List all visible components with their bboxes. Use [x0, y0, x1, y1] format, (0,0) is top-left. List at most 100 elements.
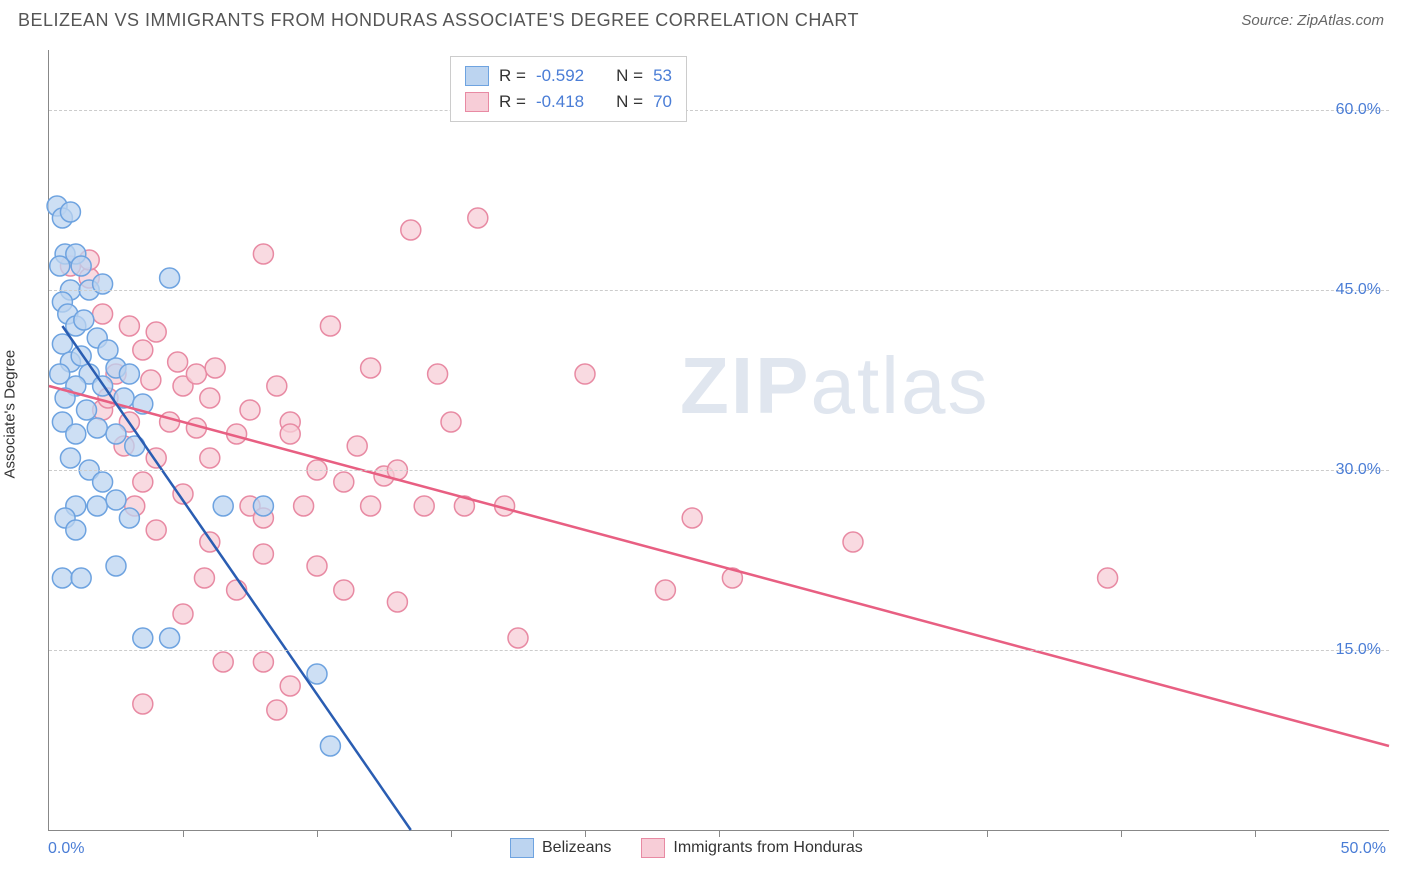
x-tick-mark — [1255, 830, 1256, 837]
x-tick-mark — [317, 830, 318, 837]
legend-item-pink: Immigrants from Honduras — [641, 838, 862, 858]
data-point — [186, 364, 206, 384]
x-tick-mark — [987, 830, 988, 837]
x-tick-mark — [451, 830, 452, 837]
data-point — [334, 580, 354, 600]
data-point — [71, 568, 91, 588]
data-point — [66, 520, 86, 540]
data-point — [307, 556, 327, 576]
x-tick-mark — [719, 830, 720, 837]
data-point — [414, 496, 434, 516]
data-point — [213, 652, 233, 672]
x-axis-min-label: 0.0% — [48, 840, 84, 858]
data-point — [93, 472, 113, 492]
data-point — [119, 316, 139, 336]
chart-title: BELIZEAN VS IMMIGRANTS FROM HONDURAS ASS… — [18, 10, 859, 31]
data-point — [160, 412, 180, 432]
data-point — [93, 304, 113, 324]
data-point — [682, 508, 702, 528]
data-point — [361, 358, 381, 378]
data-point — [200, 388, 220, 408]
gridline — [49, 470, 1389, 471]
data-point — [468, 208, 488, 228]
data-point — [387, 592, 407, 612]
gridline — [49, 110, 1389, 111]
legend-row-blue: R = -0.592 N = 53 — [465, 63, 672, 89]
x-tick-mark — [183, 830, 184, 837]
data-point — [60, 448, 80, 468]
trend-line — [62, 326, 410, 830]
data-point — [106, 424, 126, 444]
data-point — [194, 568, 214, 588]
data-point — [66, 424, 86, 444]
data-point — [320, 736, 340, 756]
series-legend: Belizeans Immigrants from Honduras — [510, 838, 863, 858]
correlation-legend: R = -0.592 N = 53 R = -0.418 N = 70 — [450, 56, 687, 122]
swatch-pink — [465, 92, 489, 112]
data-point — [160, 268, 180, 288]
data-point — [106, 490, 126, 510]
data-point — [253, 244, 273, 264]
y-axis-label: Associate's Degree — [2, 350, 19, 479]
data-point — [160, 628, 180, 648]
data-point — [87, 418, 107, 438]
data-point — [93, 274, 113, 294]
data-point — [205, 358, 225, 378]
data-point — [508, 628, 528, 648]
data-point — [428, 364, 448, 384]
trend-line — [49, 386, 1389, 746]
data-point — [98, 340, 118, 360]
data-point — [133, 694, 153, 714]
x-tick-mark — [1121, 830, 1122, 837]
data-point — [267, 700, 287, 720]
y-tick-label: 60.0% — [1336, 101, 1381, 119]
data-point — [1098, 568, 1118, 588]
data-point — [146, 322, 166, 342]
data-point — [253, 652, 273, 672]
data-point — [280, 424, 300, 444]
chart-source: Source: ZipAtlas.com — [1241, 12, 1384, 29]
data-point — [307, 664, 327, 684]
y-tick-label: 15.0% — [1336, 641, 1381, 659]
y-tick-label: 30.0% — [1336, 461, 1381, 479]
plot-area: 15.0% 30.0% 45.0% 60.0% — [48, 50, 1389, 831]
data-point — [133, 472, 153, 492]
data-point — [119, 508, 139, 528]
data-point — [843, 532, 863, 552]
data-point — [50, 256, 70, 276]
scatter-svg — [49, 50, 1389, 830]
data-point — [347, 436, 367, 456]
data-point — [280, 676, 300, 696]
data-point — [146, 520, 166, 540]
data-point — [320, 316, 340, 336]
gridline — [49, 290, 1389, 291]
data-point — [267, 376, 287, 396]
data-point — [361, 496, 381, 516]
data-point — [52, 568, 72, 588]
legend-item-blue: Belizeans — [510, 838, 611, 858]
swatch-blue-2 — [510, 838, 534, 858]
legend-row-pink: R = -0.418 N = 70 — [465, 89, 672, 115]
data-point — [655, 580, 675, 600]
gridline — [49, 650, 1389, 651]
y-tick-label: 45.0% — [1336, 281, 1381, 299]
data-point — [173, 604, 193, 624]
data-point — [71, 256, 91, 276]
data-point — [168, 352, 188, 372]
data-point — [77, 400, 97, 420]
data-point — [60, 202, 80, 222]
data-point — [253, 544, 273, 564]
data-point — [133, 340, 153, 360]
data-point — [200, 448, 220, 468]
data-point — [294, 496, 314, 516]
data-point — [119, 364, 139, 384]
x-tick-mark — [853, 830, 854, 837]
data-point — [106, 556, 126, 576]
x-axis-max-label: 50.0% — [1341, 840, 1386, 858]
data-point — [213, 496, 233, 516]
swatch-pink-2 — [641, 838, 665, 858]
data-point — [133, 628, 153, 648]
data-point — [87, 496, 107, 516]
data-point — [74, 310, 94, 330]
data-point — [141, 370, 161, 390]
